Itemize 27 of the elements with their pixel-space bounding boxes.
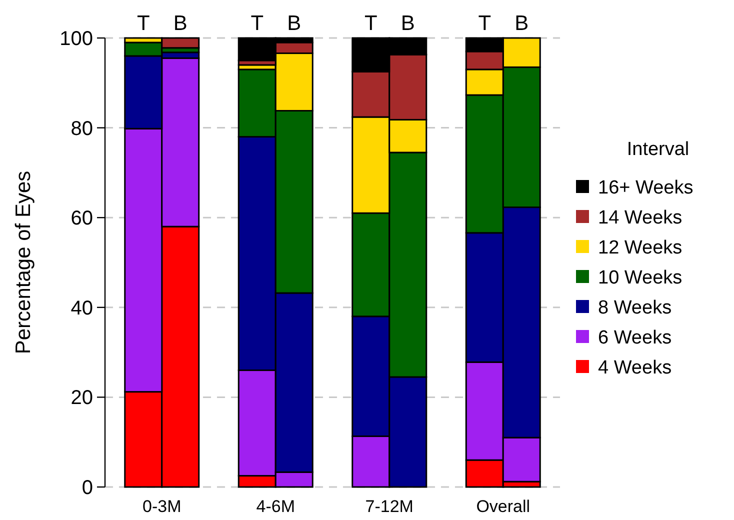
legend-label: 12 Weeks xyxy=(598,238,682,259)
text: Overall xyxy=(476,497,530,516)
y-tick-label: 60 xyxy=(70,208,93,230)
legend-title: Interval xyxy=(626,139,690,160)
y-tick-label: 40 xyxy=(70,297,93,320)
text: 0-3M xyxy=(142,497,182,516)
x-tick-label: B xyxy=(287,12,302,35)
y-tick-label: 20 xyxy=(70,387,93,410)
legend-label: 14 Weeks xyxy=(598,208,682,229)
y-axis-title: Percentage of Eyes xyxy=(12,170,35,354)
y-tick-label: 100 xyxy=(60,28,93,50)
x-tick-label: B xyxy=(173,12,188,35)
legend-label: 6 Weeks xyxy=(598,328,672,349)
x-tick-label: T xyxy=(136,12,150,35)
legend-label: 10 Weeks xyxy=(598,268,682,289)
x-tick-label: T xyxy=(478,12,492,35)
text: 7-12M xyxy=(365,497,414,516)
legend-label: 4 Weeks xyxy=(598,358,672,379)
legend-label: 8 Weeks xyxy=(598,298,672,319)
legend-label: 16+ Weeks xyxy=(598,178,694,199)
y-tick-label: 0 xyxy=(82,477,93,499)
x-tick-label: T xyxy=(250,12,264,35)
x-tick-label: T xyxy=(364,12,378,35)
x-tick-label: B xyxy=(400,12,415,35)
x-tick-label: B xyxy=(514,12,529,35)
text: 4-6M xyxy=(256,497,295,516)
y-tick-label: 80 xyxy=(70,118,93,140)
